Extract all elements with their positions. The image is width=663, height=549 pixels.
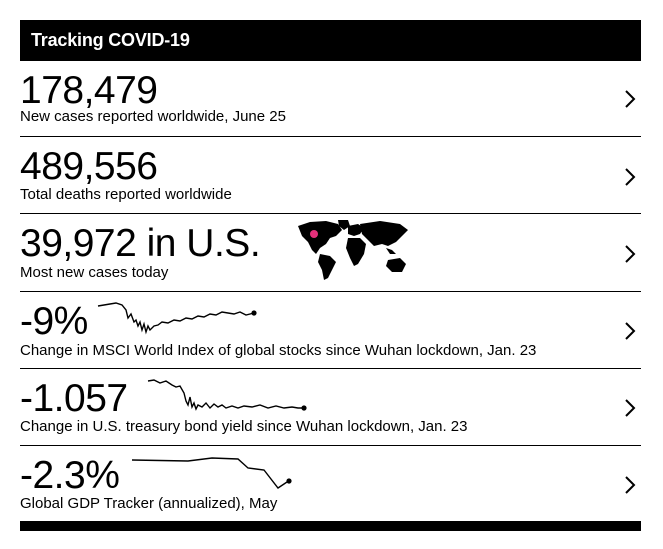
- gdp-sparkline: [131, 457, 292, 489]
- stat-caption: New cases reported worldwide, June 25: [20, 108, 286, 125]
- stat-value: -1.057: [20, 377, 128, 420]
- chevron-right-icon[interactable]: [623, 398, 637, 418]
- world-map-icon: [298, 220, 408, 280]
- stat-card-total-deaths[interactable]: 489,556 Total deaths reported worldwide: [20, 136, 641, 213]
- msci-sparkline: [97, 302, 257, 335]
- stat-caption: Global GDP Tracker (annualized), May: [20, 495, 278, 512]
- chevron-right-icon[interactable]: [623, 244, 637, 264]
- stat-value: -9%: [20, 300, 88, 343]
- stat-caption: Total deaths reported worldwide: [20, 186, 232, 203]
- stat-card-treasury[interactable]: -1.057 Change in U.S. treasury bond yiel…: [20, 368, 641, 445]
- stat-value: 489,556: [20, 145, 158, 188]
- chevron-right-icon[interactable]: [623, 475, 637, 495]
- stat-card-gdp[interactable]: -2.3% Global GDP Tracker (annualized), M…: [20, 445, 641, 521]
- stat-value: 178,479: [20, 69, 158, 112]
- stat-card-new-cases[interactable]: 178,479 New cases reported worldwide, Ju…: [20, 60, 641, 136]
- header-title: Tracking COVID-19: [31, 30, 190, 50]
- chevron-right-icon[interactable]: [623, 89, 637, 109]
- treasury-sparkline: [147, 379, 307, 411]
- header-bar: Tracking COVID-19: [20, 20, 641, 60]
- stat-value: 39,972 in U.S.: [20, 222, 261, 265]
- stat-caption: Change in MSCI World Index of global sto…: [20, 342, 537, 359]
- footer-bar: [20, 521, 641, 531]
- stat-caption: Most new cases today: [20, 264, 169, 281]
- chevron-right-icon[interactable]: [623, 321, 637, 341]
- stat-card-us-cases[interactable]: 39,972 in U.S. Most new cases today: [20, 213, 641, 291]
- stat-value: -2.3%: [20, 454, 120, 497]
- stat-card-msci[interactable]: -9% Change in MSCI World Index of global…: [20, 291, 641, 368]
- chevron-right-icon[interactable]: [623, 167, 637, 187]
- stat-caption: Change in U.S. treasury bond yield since…: [20, 418, 468, 435]
